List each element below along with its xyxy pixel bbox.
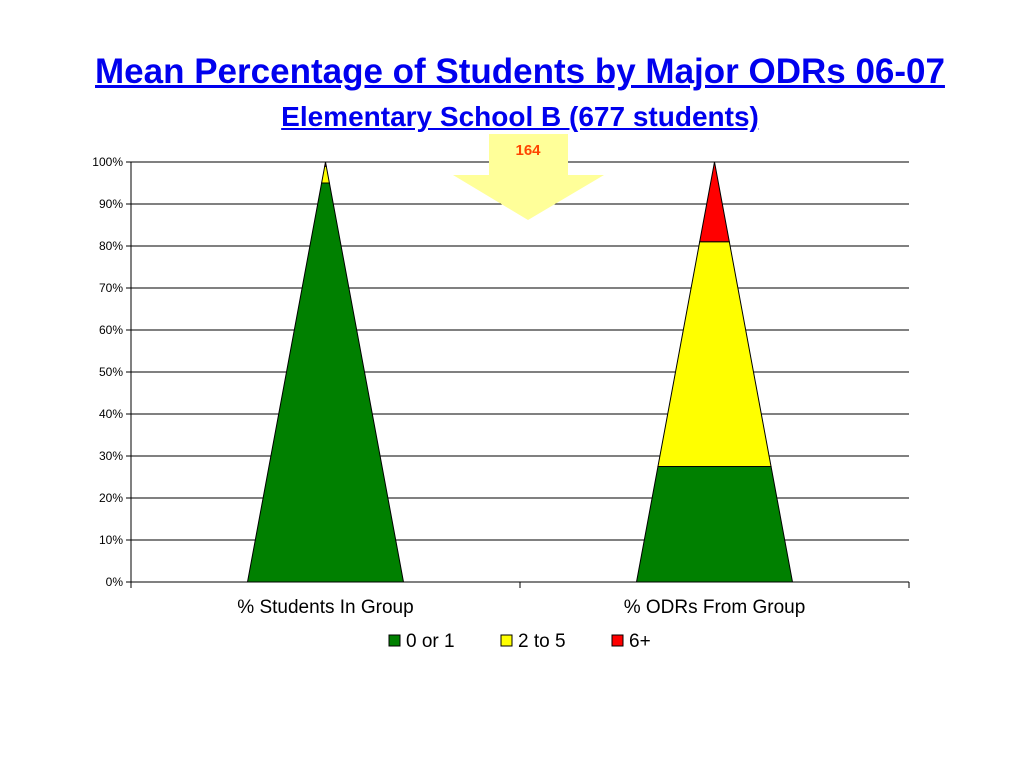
x-category-label: % ODRs From Group — [624, 597, 806, 618]
y-tick-label: 50% — [99, 365, 123, 379]
legend-label: 6+ — [629, 631, 651, 652]
segment-0-or-1 — [246, 182, 405, 583]
axes — [130, 162, 910, 588]
y-tick-label: 40% — [99, 407, 123, 421]
gridlines — [131, 161, 909, 541]
x-category-label: % Students In Group — [237, 597, 413, 618]
y-tick-label: 60% — [99, 323, 123, 337]
segment-6- — [324, 161, 327, 167]
y-tick-label: 0% — [106, 575, 124, 589]
chart-title: Mean Percentage of Students by Major ODR… — [95, 52, 945, 91]
segment-6- — [699, 161, 730, 243]
y-tick-label: 100% — [92, 155, 123, 169]
segment-2-to-5 — [657, 241, 772, 467]
y-tick-label: 70% — [99, 281, 123, 295]
legend-swatch — [500, 634, 513, 647]
data-shapes — [246, 161, 794, 583]
y-tick-label: 20% — [99, 491, 123, 505]
x-axis-labels: % Students In Group % ODRs From Group — [237, 597, 805, 618]
y-tick-label: 30% — [99, 449, 123, 463]
segment-2-to-5 — [320, 165, 331, 184]
legend-label: 0 or 1 — [406, 631, 455, 652]
legend-label: 2 to 5 — [518, 631, 566, 652]
callout: 164 — [453, 134, 604, 220]
y-tick-label: 10% — [99, 533, 123, 547]
y-tick-label: 80% — [99, 239, 123, 253]
legend-swatch — [611, 634, 624, 647]
chart-subtitle: Elementary School B (677 students) — [281, 101, 759, 132]
callout-label: 164 — [515, 142, 541, 159]
legend: 0 or 1 2 to 5 6+ — [388, 631, 651, 652]
down-arrow-icon — [453, 134, 604, 220]
y-tick-label: 90% — [99, 197, 123, 211]
legend-swatch — [388, 634, 401, 647]
segment-0-or-1 — [635, 466, 794, 583]
y-axis-ticks: 0% 10% 20% 30% 40% 50% 60% 70% 80% 90% 100% — [92, 155, 131, 589]
